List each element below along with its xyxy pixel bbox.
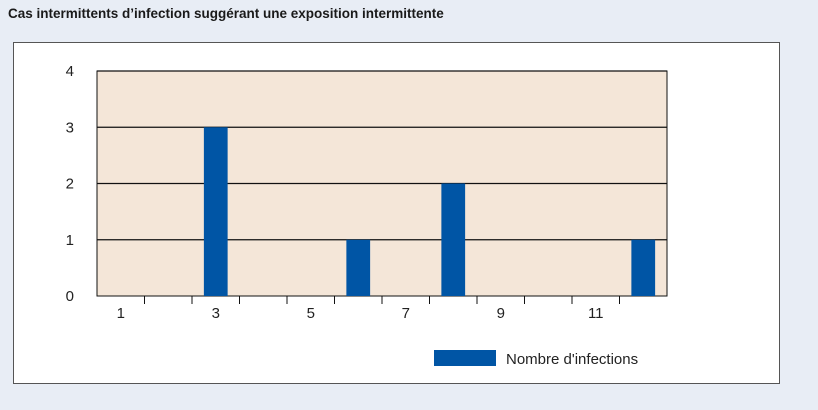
bar-3: [203, 127, 228, 296]
legend-label: Nombre d'infections: [506, 351, 638, 368]
y-tick-label-3: 3: [66, 119, 74, 136]
legend-swatch: [434, 350, 496, 366]
grid-lines: [97, 70, 667, 241]
y-tick-label-2: 2: [66, 176, 74, 193]
x-tick-label-3: 3: [212, 305, 220, 322]
x-tick-label-9: 9: [497, 305, 505, 322]
x-tick-label-1: 1: [117, 305, 125, 322]
bar-8: [441, 183, 466, 296]
x-tick-label-5: 5: [307, 305, 315, 322]
y-tick-label-1: 1: [66, 232, 74, 249]
x-axis-ticks: [144, 296, 620, 304]
x-axis-tick-labels: 1 3 5 7 9 11: [117, 305, 604, 322]
y-tick-label-4: 4: [66, 63, 74, 80]
x-tick-label-7: 7: [402, 305, 410, 322]
y-axis-tick-labels: 0 1 2 3 4: [66, 63, 74, 305]
y-tick-label-0: 0: [66, 288, 74, 305]
bar-6: [346, 239, 371, 296]
bars: [203, 127, 656, 296]
bar-12: [631, 239, 656, 296]
x-tick-label-11: 11: [588, 305, 604, 322]
chart-title: Cas intermittents d’infection suggérant …: [8, 6, 444, 21]
legend: Nombre d'infections: [434, 350, 638, 368]
